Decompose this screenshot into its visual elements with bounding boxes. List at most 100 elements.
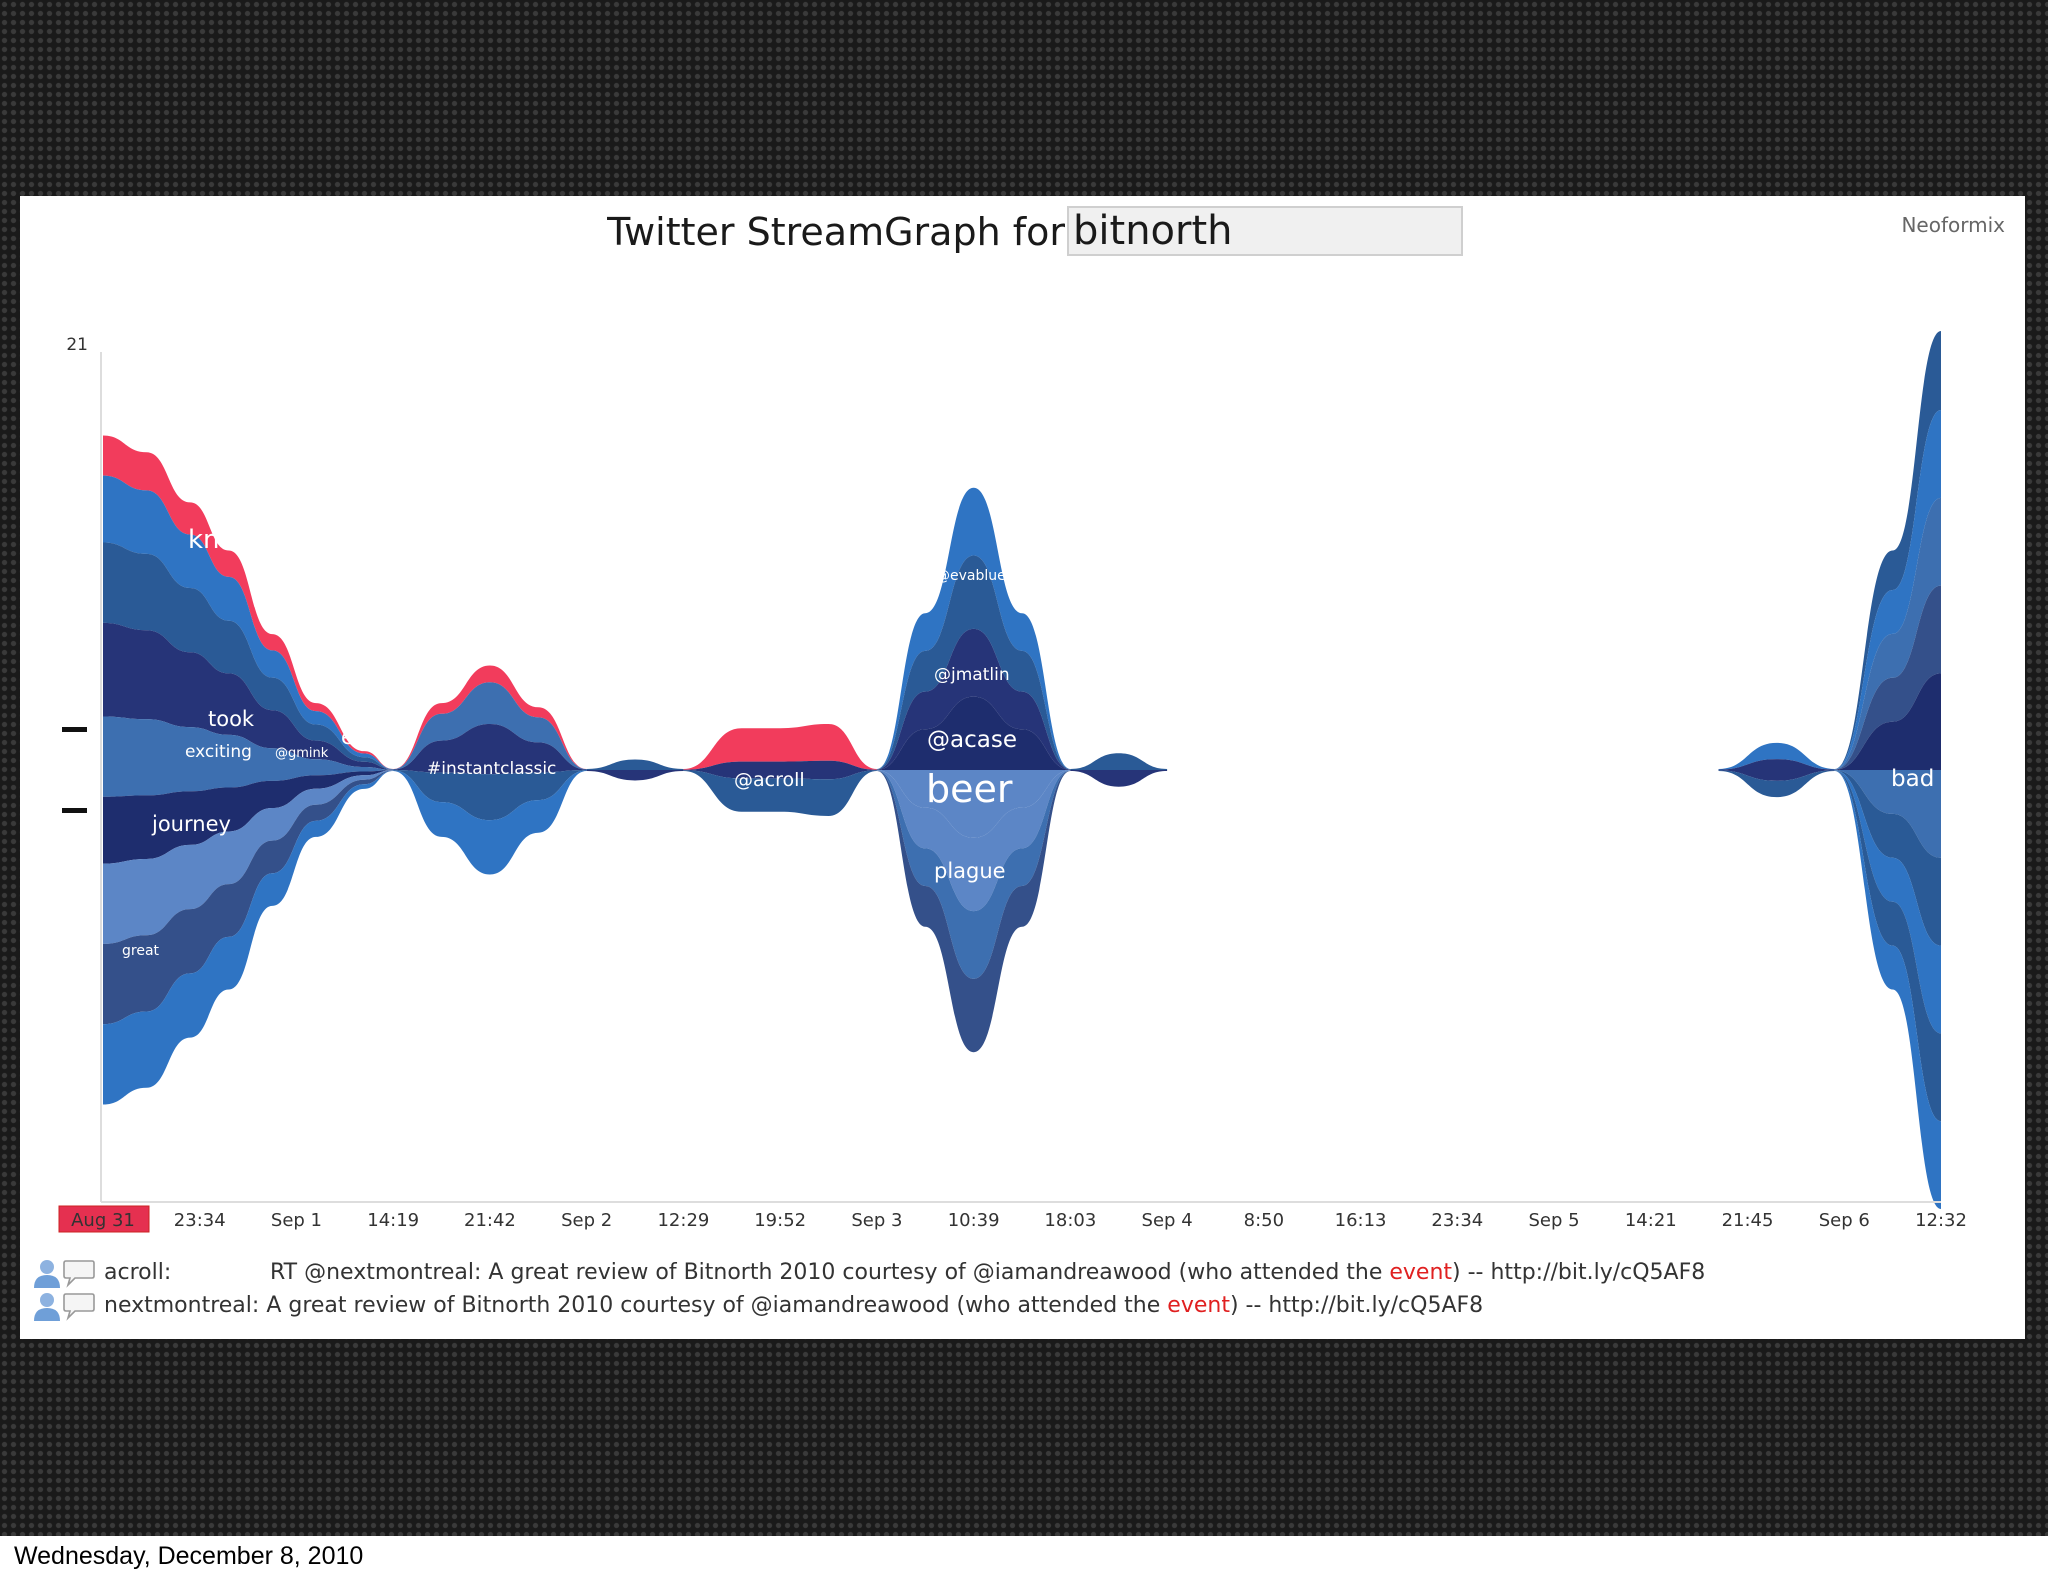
stream-label[interactable]: plague	[934, 859, 1006, 883]
x-tick-label[interactable]: Aug 31	[71, 1210, 135, 1231]
reply-bubble-icon[interactable]	[62, 1291, 96, 1321]
x-tick-label[interactable]: Sep 3	[851, 1210, 902, 1231]
brand-label[interactable]: Neoformix	[1901, 213, 2005, 237]
stream-band[interactable]	[1718, 759, 1835, 781]
stream-label[interactable]: exciting	[185, 742, 252, 762]
stream-band[interactable]	[1834, 497, 1941, 770]
x-tick-label[interactable]: 8:50	[1244, 1210, 1284, 1231]
stream-band[interactable]	[393, 770, 587, 875]
user-icon[interactable]	[32, 1258, 62, 1288]
stream-band[interactable]	[1834, 410, 1941, 770]
x-tick-selected-marker[interactable]	[58, 1205, 150, 1233]
stream-band[interactable]	[103, 435, 394, 770]
x-tick-label[interactable]: 14:19	[367, 1210, 419, 1231]
stream-band[interactable]	[876, 770, 1071, 838]
stream-band[interactable]	[683, 760, 877, 780]
stream-band[interactable]	[1834, 331, 1941, 770]
stream-band[interactable]	[683, 770, 877, 816]
tweet-author[interactable]: nextmontreal:	[104, 1293, 260, 1318]
tweet-row[interactable]: nextmontreal: A great review of Bitnorth…	[32, 1289, 2012, 1322]
stream-band[interactable]	[1834, 585, 1941, 770]
x-tick-label[interactable]: 21:45	[1722, 1210, 1774, 1231]
stream-label[interactable]: bad	[1891, 766, 1934, 792]
stream-labels-layer: know took exciting @gmink event journey great #…	[122, 525, 1934, 959]
x-tick-label[interactable]: 12:32	[1915, 1210, 1967, 1231]
app-title: Twitter StreamGraph for	[607, 210, 1065, 254]
x-tick-label[interactable]: 23:34	[1431, 1210, 1483, 1231]
stream-band[interactable]	[103, 622, 394, 770]
stream-label[interactable]: know	[188, 525, 257, 555]
slide-date-caption: Wednesday, December 8, 2010	[14, 1542, 364, 1570]
stream-band[interactable]	[876, 770, 1071, 1053]
stream-label[interactable]: beer	[926, 767, 1013, 811]
stream-label[interactable]: @acase	[927, 727, 1017, 753]
stream-label[interactable]: event	[341, 725, 401, 749]
tweet-author[interactable]: acroll:	[104, 1260, 172, 1285]
tweet-text: RT @nextmontreal: A great review of Bitn…	[270, 1260, 1706, 1285]
x-tick-label[interactable]: 23:34	[174, 1210, 226, 1231]
range-marker-handle[interactable]	[62, 808, 87, 813]
stream-label[interactable]: #instantclassic	[427, 759, 556, 779]
stream-band[interactable]	[103, 770, 394, 1025]
stream-band[interactable]	[393, 682, 587, 770]
caption-bar: Wednesday, December 8, 2010	[0, 1536, 2048, 1576]
stream-band[interactable]	[586, 759, 684, 770]
stream-label[interactable]: @evablue	[936, 568, 1006, 584]
x-tick-label[interactable]: Sep 4	[1142, 1210, 1193, 1231]
stream-band[interactable]	[1834, 770, 1941, 946]
stream-band[interactable]	[876, 770, 1071, 912]
stream-band[interactable]	[1834, 673, 1941, 770]
stream-band[interactable]	[103, 475, 394, 770]
stream-band[interactable]	[1070, 770, 1168, 787]
range-marker-handle[interactable]	[62, 727, 87, 732]
stream-band[interactable]	[1718, 770, 1835, 798]
axis-layer: 21 Aug 31 23:34 Sep 1 14:19 21:42 Sep 2 12:29 19…	[58, 335, 1967, 1233]
stream-band[interactable]	[876, 628, 1071, 770]
streamgraph-chart: 21 Aug 31 23:34 Sep 1 14:19 21:42 Sep 2 12:29 19…	[58, 331, 1967, 1233]
x-tick-label[interactable]: Sep 5	[1528, 1210, 1579, 1231]
stream-band[interactable]	[876, 555, 1071, 770]
user-icon[interactable]	[32, 1291, 62, 1321]
x-tick-label[interactable]: 19:52	[754, 1210, 806, 1231]
stream-band[interactable]	[1834, 770, 1941, 858]
x-tick-label[interactable]: 18:03	[1044, 1210, 1096, 1231]
stream-band[interactable]	[683, 724, 877, 770]
x-tick-label[interactable]: Sep 6	[1819, 1210, 1870, 1231]
stream-band[interactable]	[1834, 770, 1941, 1122]
x-tick-label[interactable]: 21:42	[464, 1210, 516, 1231]
stream-band[interactable]	[876, 487, 1071, 770]
x-tick-label[interactable]: 16:13	[1335, 1210, 1387, 1231]
stream-band[interactable]	[393, 724, 587, 775]
stream-label[interactable]: @jmatlin	[934, 665, 1010, 685]
stream-band[interactable]	[876, 696, 1071, 770]
x-tick-label[interactable]: Sep 1	[271, 1210, 322, 1231]
stream-label[interactable]: @acroll	[734, 769, 805, 791]
stream-band[interactable]	[103, 770, 394, 944]
stream-band[interactable]	[103, 770, 394, 864]
search-term-input[interactable]	[1067, 206, 1463, 256]
x-tick-label[interactable]: Sep 2	[561, 1210, 612, 1231]
stream-band[interactable]	[103, 542, 394, 770]
stream-band[interactable]	[1718, 742, 1835, 770]
stream-label[interactable]: @gmink	[275, 746, 329, 761]
stream-label[interactable]: journey	[151, 812, 231, 836]
stream-band[interactable]	[876, 770, 1071, 979]
stream-label[interactable]: took	[208, 707, 255, 731]
stream-band[interactable]	[103, 770, 394, 1105]
tweet-text: A great review of Bitnorth 2010 courtesy…	[266, 1293, 1484, 1318]
stream-band[interactable]	[586, 770, 684, 781]
stream-band[interactable]	[393, 770, 587, 821]
stream-band[interactable]	[393, 665, 587, 770]
x-tick-label[interactable]: 10:39	[948, 1210, 1000, 1231]
stream-band[interactable]	[1834, 770, 1941, 1209]
stream-band[interactable]	[103, 716, 394, 797]
streamgraph-app-window: Twitter StreamGraph for Neoformix 21 Aug …	[20, 196, 2025, 1339]
stream-band[interactable]	[1834, 770, 1941, 1034]
tweet-row[interactable]: acroll: RT @nextmontreal: A great review…	[32, 1256, 2012, 1289]
highlighted-term: event	[1167, 1293, 1230, 1318]
reply-bubble-icon[interactable]	[62, 1258, 96, 1288]
stream-band[interactable]	[1070, 753, 1168, 770]
x-tick-label[interactable]: 14:21	[1625, 1210, 1677, 1231]
x-tick-label[interactable]: 12:29	[657, 1210, 709, 1231]
stream-label[interactable]: great	[122, 943, 160, 959]
